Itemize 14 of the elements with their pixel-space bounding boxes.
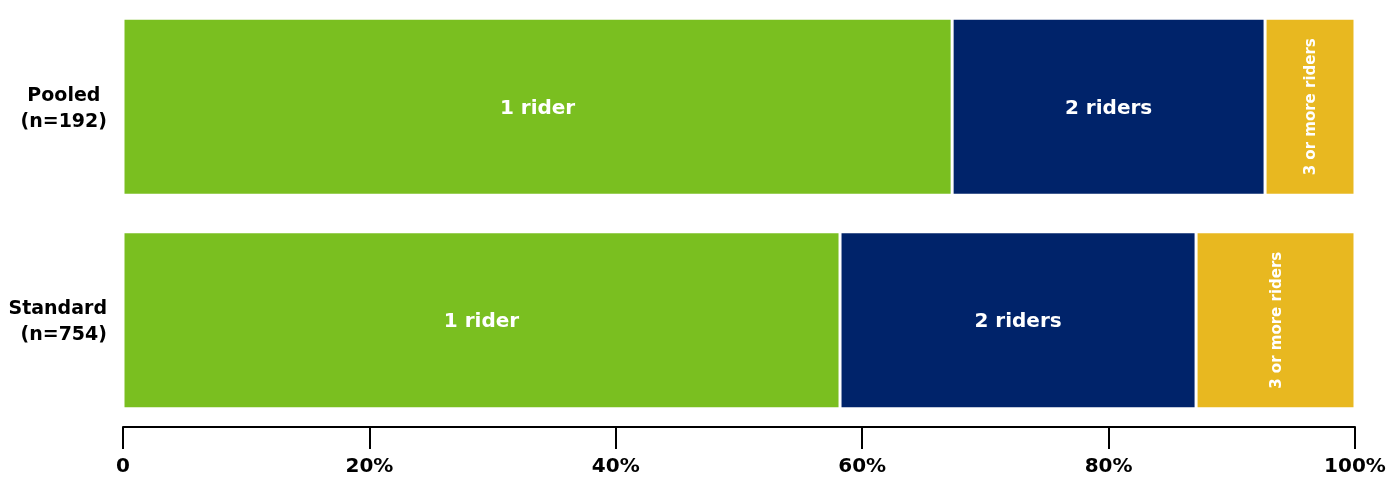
text: 2 riders [974, 308, 1062, 333]
series-label: 2 riders [1064, 94, 1153, 119]
series-label: 3 or more riders [1301, 38, 1320, 176]
x-tick-label: 0 [116, 453, 130, 477]
series-label: 1 rider [499, 94, 576, 119]
x-tick-label: 20% [345, 453, 394, 477]
text: 1 rider [443, 308, 520, 333]
x-tick-label: 100% [1324, 453, 1386, 477]
text: 3 or more riders [1266, 251, 1285, 389]
x-tick-label: 80% [1084, 453, 1133, 477]
x-tick-label: 40% [591, 453, 640, 477]
y-tick-label: Pooled (n=192) [20, 82, 107, 131]
y-tick-label: Standard (n=754) [8, 296, 107, 345]
x-tick-label: 60% [838, 453, 887, 477]
